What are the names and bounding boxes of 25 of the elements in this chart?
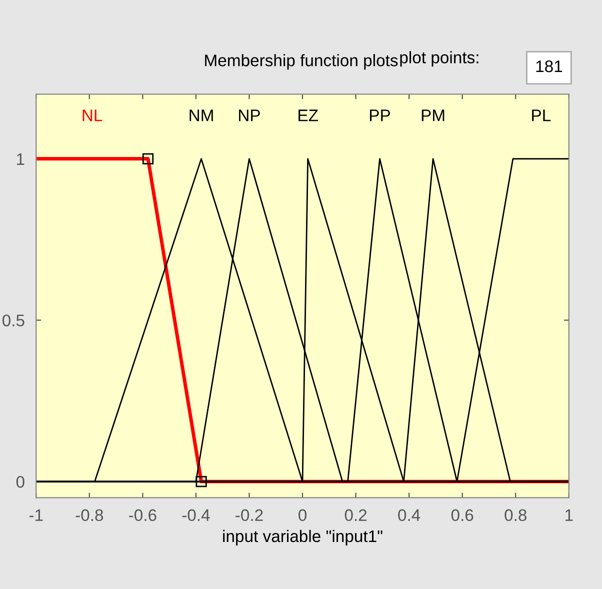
x-tick-label: 0 (298, 509, 306, 522)
text: 181 (536, 60, 562, 72)
x-tick-label: 1 (566, 509, 573, 521)
x-tick-label: -0.4 (182, 509, 210, 522)
y-tick-label: 0.5 (2, 314, 24, 326)
text: PM (422, 110, 444, 122)
x-tick-label: -0.2 (236, 509, 263, 522)
text: NP (239, 110, 260, 122)
x-tick-label: 0.4 (398, 509, 420, 522)
y-tick-label: 1 (17, 153, 24, 165)
text: PL (532, 110, 551, 122)
y-tick-label: 0 (16, 476, 24, 488)
chart-title: Membership function plots (205, 54, 398, 70)
text: EZ (298, 110, 318, 122)
x-tick-label: -0.6 (129, 509, 156, 522)
x-tick-label: 0.2 (344, 509, 367, 522)
text: PP (370, 110, 390, 122)
text: NM (190, 110, 213, 122)
x-tick-label: -1 (29, 509, 43, 521)
text: NL (82, 110, 102, 122)
x-axis-title: input variable "input1" (223, 530, 382, 546)
x-tick-label: 0.6 (451, 509, 474, 522)
text: plot points: (400, 51, 478, 67)
x-tick-label: 0.8 (504, 509, 526, 522)
x-tick-label: -0.8 (76, 509, 104, 522)
